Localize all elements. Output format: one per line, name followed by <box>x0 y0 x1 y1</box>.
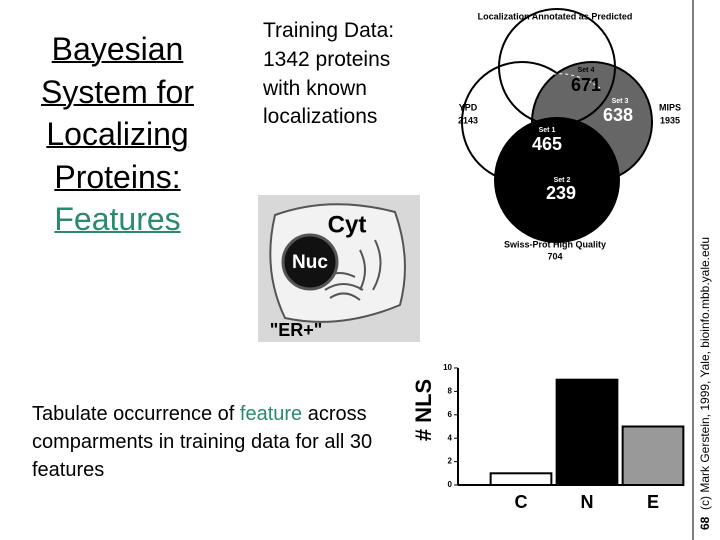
description-text: across comparments in training data for … <box>32 403 373 481</box>
training-text: Training Data: 1342 proteins with known … <box>263 19 395 129</box>
x-tick-label: C <box>515 492 528 512</box>
bar-chart: 0 2 4 6 8 10 C N E <box>443 363 685 512</box>
x-tick-label: N <box>581 492 594 512</box>
title-line: Localizing <box>46 116 189 152</box>
y-tick-label: 6 <box>448 410 453 419</box>
region-count: 671 <box>571 75 601 95</box>
er-membranes <box>319 239 382 301</box>
y-tick-label: 10 <box>443 363 452 372</box>
venn-diagram <box>461 8 653 243</box>
y-tick-label: 8 <box>448 387 453 396</box>
venn-circle <box>498 8 616 126</box>
set-count: 2143 <box>458 115 478 125</box>
bar <box>621 425 685 486</box>
region-name: Set 1 <box>539 127 556 134</box>
cell-label: Nuc <box>292 252 328 273</box>
cell-label: "ER+" <box>270 320 323 340</box>
bar <box>489 472 553 486</box>
slide-title: Bayesian System for Localizing Proteins:… <box>10 28 225 241</box>
bar <box>555 378 619 487</box>
venn-title: Localization Annotated as Predicted <box>478 11 633 21</box>
title-line: Bayesian <box>51 31 184 67</box>
set-name: MIPS <box>659 102 681 112</box>
set-count: 1935 <box>660 115 680 125</box>
region-count: 239 <box>546 183 576 203</box>
y-tick-label: 4 <box>448 433 453 442</box>
cell-label: Cyt <box>328 211 367 238</box>
region-name: Set 2 <box>554 177 571 184</box>
title-line: System for <box>41 73 194 110</box>
x-tick-label: E <box>647 492 659 512</box>
venn-edge <box>519 73 601 89</box>
nucleus <box>281 233 339 291</box>
title-line: Proteins: <box>54 158 181 195</box>
set-name: Swiss-Prot High Quality <box>504 239 606 249</box>
venn-circle <box>494 117 620 243</box>
set-name: YPD <box>459 102 478 112</box>
region-count: 638 <box>603 105 633 125</box>
cell-image <box>258 195 420 342</box>
title-line: Features <box>54 201 181 237</box>
description-highlight: feature <box>239 403 303 425</box>
credit: (c) Mark Gerstein, 1999, Yale, bioinfo.m… <box>698 237 712 510</box>
y-tick-label: 0 <box>448 480 453 489</box>
y-tick-label: 2 <box>448 457 453 466</box>
region-name: Set 4 <box>578 67 595 74</box>
description: Tabulate occurrence of feature across co… <box>32 400 377 484</box>
region-count: 465 <box>532 134 562 154</box>
region-name: Set 3 <box>612 98 629 105</box>
description-text: Tabulate occurrence of <box>32 403 240 425</box>
page-number: 68 <box>698 516 712 530</box>
set-count: 704 <box>547 251 562 261</box>
y-axis-label: # NLS <box>411 379 436 441</box>
